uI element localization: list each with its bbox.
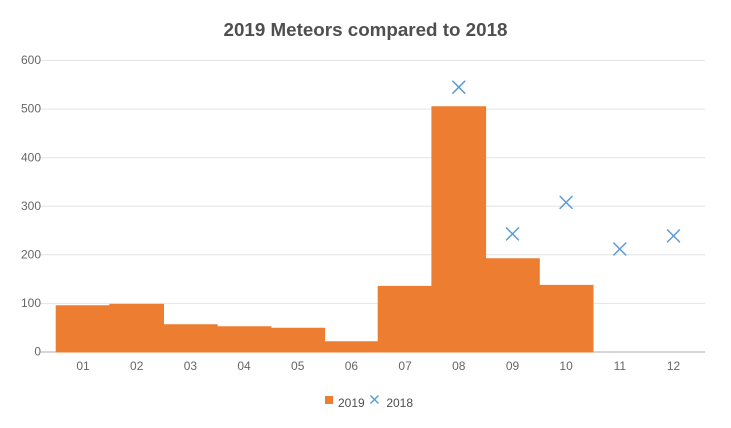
svg-text:10: 10: [559, 359, 573, 373]
svg-text:12: 12: [667, 359, 681, 373]
svg-text:05: 05: [291, 359, 305, 373]
svg-text:01: 01: [76, 359, 90, 373]
svg-text:04: 04: [237, 359, 251, 373]
svg-text:200: 200: [21, 247, 41, 261]
svg-text:06: 06: [345, 359, 359, 373]
svg-text:03: 03: [184, 359, 198, 373]
svg-text:02: 02: [130, 359, 144, 373]
svg-text:400: 400: [21, 150, 41, 164]
svg-text:300: 300: [21, 199, 41, 213]
svg-text:11: 11: [614, 359, 627, 373]
svg-text:07: 07: [398, 359, 412, 373]
svg-text:600: 600: [21, 53, 41, 67]
svg-text:09: 09: [506, 359, 520, 373]
svg-text:100: 100: [21, 296, 41, 310]
svg-text:08: 08: [452, 359, 466, 373]
svg-text:500: 500: [21, 102, 41, 116]
